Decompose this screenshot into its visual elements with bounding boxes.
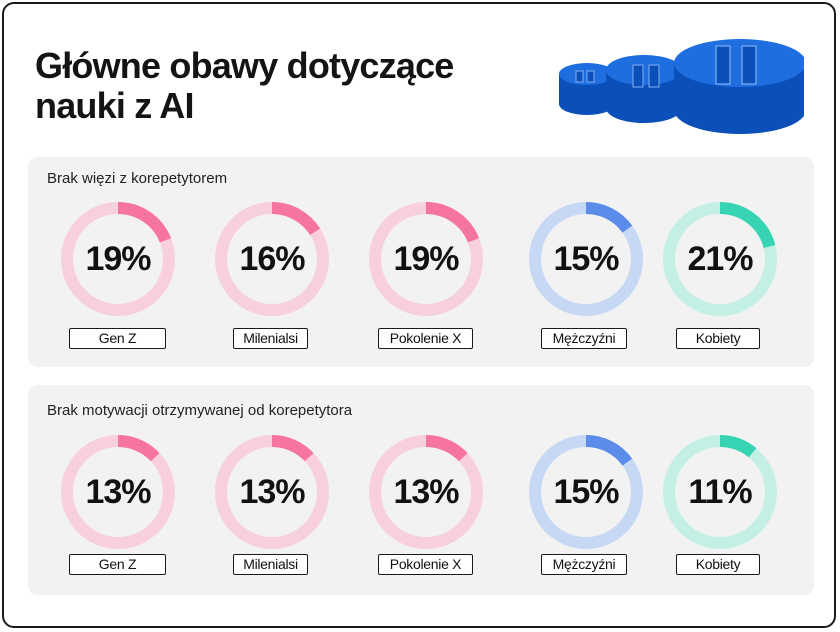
donut-chart: 13% xyxy=(209,429,335,555)
donut-percent-label: 19% xyxy=(85,240,151,278)
donut-svg xyxy=(369,202,483,316)
donut-svg xyxy=(215,202,329,316)
donut-category-label: Milenialsi xyxy=(233,328,308,349)
donut-chart: 13% xyxy=(363,429,489,555)
donut-chart: 19% xyxy=(363,196,489,322)
panel-title: Brak motywacji otrzymywanej od korepetyt… xyxy=(47,402,353,419)
donut-percent-label: 16% xyxy=(239,240,305,278)
donut-percent-label: 21% xyxy=(687,240,753,278)
donut-chart: 21% xyxy=(657,196,783,322)
donut-svg xyxy=(663,435,777,549)
donut-category-label: Gen Z xyxy=(69,554,166,575)
donut-svg xyxy=(61,202,175,316)
donut-percent-label: 15% xyxy=(553,240,619,278)
donut-svg xyxy=(529,202,643,316)
donut-value-arc xyxy=(663,435,777,549)
donut-category-label: Pokolenie X xyxy=(378,328,473,349)
page-title: Główne obawy dotyczące nauki z AI xyxy=(35,45,454,126)
donut-percent-label: 19% xyxy=(393,240,459,278)
donut-chart: 15% xyxy=(523,196,649,322)
donut-svg xyxy=(369,435,483,549)
donut-svg xyxy=(215,435,329,549)
donut-value-arc xyxy=(369,202,483,316)
donut-value-arc xyxy=(663,202,777,316)
donut-value-arc xyxy=(61,202,175,316)
donut-category-label: Kobiety xyxy=(676,554,760,575)
donut-value-arc xyxy=(529,202,643,316)
donut-svg xyxy=(663,202,777,316)
donut-svg xyxy=(61,435,175,549)
donut-category-label: Milenialsi xyxy=(233,554,308,575)
donut-percent-label: 13% xyxy=(239,473,305,511)
donut-chart: 11% xyxy=(657,429,783,555)
donut-svg xyxy=(529,435,643,549)
donut-percent-label: 13% xyxy=(393,473,459,511)
donut-value-arc xyxy=(61,435,175,549)
donut-percent-label: 13% xyxy=(85,473,151,511)
panel-no-tutor-bond: Brak więzi z korepetytorem 19% Gen Z 16% Mi… xyxy=(28,157,814,367)
donut-chart: 15% xyxy=(523,429,649,555)
panel-no-tutor-motivation: Brak motywacji otrzymywanej od korepetyt… xyxy=(28,385,814,595)
donut-percent-label: 11% xyxy=(688,473,752,511)
donut-chart: 16% xyxy=(209,196,335,322)
donut-category-label: Mężczyźni xyxy=(541,554,627,575)
donut-category-label: Mężczyźni xyxy=(541,328,627,349)
donut-value-arc xyxy=(215,435,329,549)
panel-title: Brak więzi z korepetytorem xyxy=(47,170,228,187)
donut-chart: 19% xyxy=(55,196,181,322)
donut-value-arc xyxy=(529,435,643,549)
donut-value-arc xyxy=(215,202,329,316)
donut-category-label: Pokolenie X xyxy=(378,554,473,575)
donut-percent-label: 15% xyxy=(553,473,619,511)
donut-category-label: Kobiety xyxy=(676,328,760,349)
stacked-blue-coins-icon xyxy=(559,39,804,134)
donut-category-label: Gen Z xyxy=(69,328,166,349)
donut-chart: 13% xyxy=(55,429,181,555)
donut-value-arc xyxy=(369,435,483,549)
